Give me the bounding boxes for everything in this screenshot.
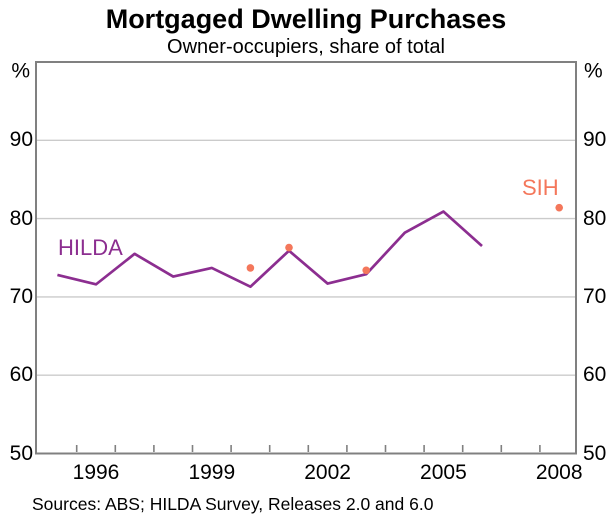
y-axis-label-left-70: 70: [9, 284, 33, 308]
sih-point-2001: [285, 243, 293, 252]
plot-border: [35, 61, 577, 455]
sources-note: Sources: ABS; HILDA Survey, Releases 2.0…: [32, 494, 434, 514]
sih-point-2008: [555, 203, 563, 212]
y-axis-label-right-50: 50: [583, 441, 607, 465]
x-axis-label-2005: 2005: [420, 461, 467, 484]
series-label-hilda: HILDA: [58, 235, 123, 260]
y-axis-unit-left: %: [11, 59, 30, 83]
y-axis-label-right-90: 90: [583, 128, 607, 152]
y-axis-label-left-60: 60: [9, 363, 33, 387]
hilda-line: [57, 210, 483, 289]
sih-point-2000: [246, 264, 255, 272]
x-axis-label-1996: 1996: [72, 461, 120, 484]
y-axis-label-left-90: 90: [9, 128, 33, 152]
y-axis-label-left-50: 50: [9, 441, 33, 465]
y-axis-label-right-80: 80: [583, 206, 607, 230]
sih-point-2003: [362, 266, 371, 275]
x-axis-label-2008: 2008: [535, 461, 583, 484]
chart-title: Mortgaged Dwelling Purchases: [105, 4, 507, 34]
y-axis-unit-right: %: [584, 59, 603, 83]
series-label-sih: SIH: [522, 175, 559, 200]
x-axis-label-1999: 1999: [188, 461, 236, 484]
x-axis-label-2002: 2002: [304, 461, 351, 484]
chart-subtitle: Owner-occupiers, share of total: [167, 36, 445, 58]
y-axis-label-right-60: 60: [583, 363, 607, 387]
y-axis-label-left-80: 80: [9, 206, 33, 230]
y-axis-label-right-70: 70: [583, 284, 607, 308]
